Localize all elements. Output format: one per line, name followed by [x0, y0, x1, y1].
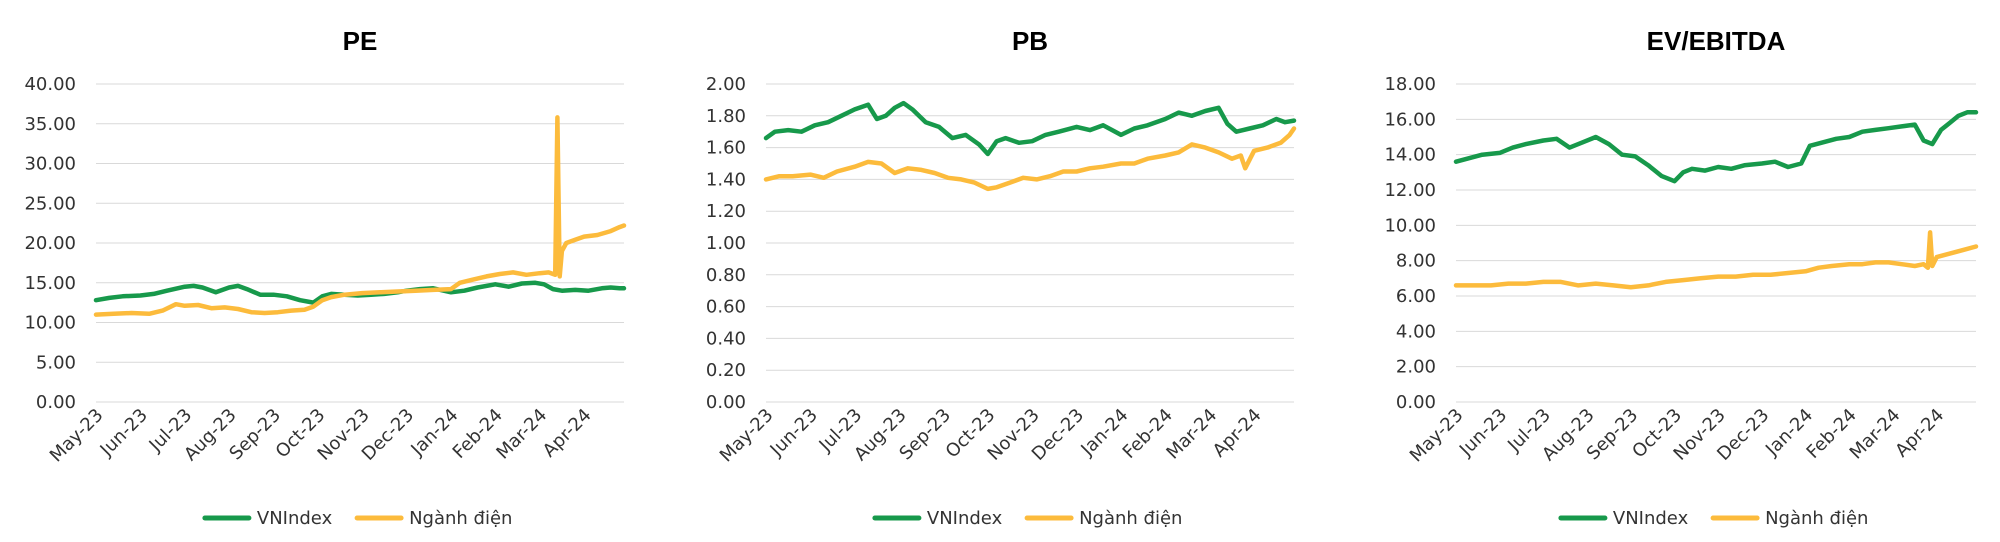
pe-y-tick-label: 0.00: [36, 392, 76, 413]
pb-y-tick-label: 0.40: [706, 328, 746, 349]
pb-y-tick-label: 1.60: [706, 138, 746, 159]
pb-series-line-ng-nh-i-n: [763, 126, 1297, 192]
pe-y-tick-label: 20.00: [24, 233, 76, 254]
ev-ebitda-y-tick-label: 0.00: [1396, 392, 1436, 413]
pb-legend-label-vnindex: VNIndex: [927, 508, 1003, 529]
pe-legend-label-vnindex: VNIndex: [257, 508, 333, 529]
ev-ebitda-x-tick-label: Apr-24: [1891, 405, 1948, 462]
pb-chart: PB 0.00 0.20 0.40 0.60 0.80 1.00 1.20 1.40 1.60 1.…: [706, 26, 1297, 529]
pe-chart-title: PE: [343, 26, 378, 56]
ev-ebitda-chart-title: EV/EBITDA: [1647, 26, 1786, 56]
ev-ebitda-y-tick-label: 4.00: [1396, 321, 1436, 342]
pb-chart-panel: PB 0.00 0.20 0.40 0.60 0.80 1.00 1.20 1.40 1.60 1.…: [670, 0, 1340, 542]
pb-series-line-vnindex: [763, 100, 1297, 157]
pe-y-tick-label: 30.00: [24, 154, 76, 175]
ev-ebitda-chart: EV/EBITDA 0.00 2.00 4.00 6.00 8.00 10.00 12.00 1…: [1384, 26, 1979, 529]
ev-ebitda-y-tick-label: 6.00: [1396, 286, 1436, 307]
ev-ebitda-y-tick-label: 14.00: [1384, 145, 1436, 166]
pb-x-tick-label: Apr-24: [1209, 405, 1266, 462]
pe-y-tick-label: 15.00: [24, 273, 76, 294]
ev-ebitda-legend-label-ng-nh-i-n: Ngành điện: [1765, 508, 1868, 529]
pb-x-tick-label: Mar-24: [1162, 405, 1221, 464]
pe-y-tick-label: 5.00: [36, 352, 76, 373]
pe-chart: PE 0.00 5.00 10.00 15.00 20.00 25.00 30.00 35.00…: [24, 26, 627, 529]
ev-ebitda-x-tick-label: May-23: [1406, 405, 1468, 467]
ev-ebitda-x-tick-label: Jun-23: [1455, 405, 1511, 461]
pb-x-tick-label: May-23: [716, 405, 778, 467]
pe-y-tick-label: 35.00: [24, 114, 76, 135]
ev-ebitda-chart-panel: EV/EBITDA 0.00 2.00 4.00 6.00 8.00 10.00 12.00 1…: [1340, 0, 2000, 542]
pb-x-tick-label: Jun-23: [766, 405, 822, 461]
pe-x-tick-label: Mar-24: [492, 405, 551, 464]
pb-y-tick-label: 2.00: [706, 74, 746, 95]
ev-ebitda-legend-label-vnindex: VNIndex: [1613, 508, 1689, 529]
pe-chart-panel: PE 0.00 5.00 10.00 15.00 20.00 25.00 30.00 35.00…: [0, 0, 670, 542]
pb-y-tick-label: 0.60: [706, 297, 746, 318]
ev-ebitda-y-tick-label: 8.00: [1396, 251, 1436, 272]
pe-x-tick-label: May-23: [46, 405, 108, 467]
ev-ebitda-series-line-vnindex: [1453, 110, 1979, 184]
pe-legend-label-ng-nh-i-n: Ngành điện: [409, 508, 512, 529]
pe-series-line-ng-nh-i-n: [93, 115, 627, 317]
ev-ebitda-y-tick-label: 12.00: [1384, 180, 1436, 201]
ev-ebitda-y-tick-label: 18.00: [1384, 74, 1436, 95]
pb-y-tick-label: 1.40: [706, 169, 746, 190]
ev-ebitda-series-line-ng-nh-i-n: [1453, 230, 1979, 290]
ev-ebitda-y-tick-label: 10.00: [1384, 215, 1436, 236]
pb-legend-label-ng-nh-i-n: Ngành điện: [1079, 508, 1182, 529]
pe-x-tick-label: Apr-24: [539, 405, 596, 462]
pb-y-tick-label: 1.20: [706, 201, 746, 222]
pb-y-tick-label: 1.00: [706, 233, 746, 254]
pe-x-tick-label: Jun-23: [96, 405, 152, 461]
ev-ebitda-y-tick-label: 16.00: [1384, 109, 1436, 130]
pb-y-tick-label: 0.00: [706, 392, 746, 413]
ev-ebitda-y-tick-label: 2.00: [1396, 357, 1436, 378]
pe-y-tick-label: 40.00: [24, 74, 76, 95]
pb-chart-title: PB: [1012, 26, 1048, 56]
pb-y-tick-label: 0.20: [706, 360, 746, 381]
pe-y-tick-label: 10.00: [24, 313, 76, 334]
pb-y-tick-label: 1.80: [706, 106, 746, 127]
pe-y-tick-label: 25.00: [24, 193, 76, 214]
pb-y-tick-label: 0.80: [706, 265, 746, 286]
